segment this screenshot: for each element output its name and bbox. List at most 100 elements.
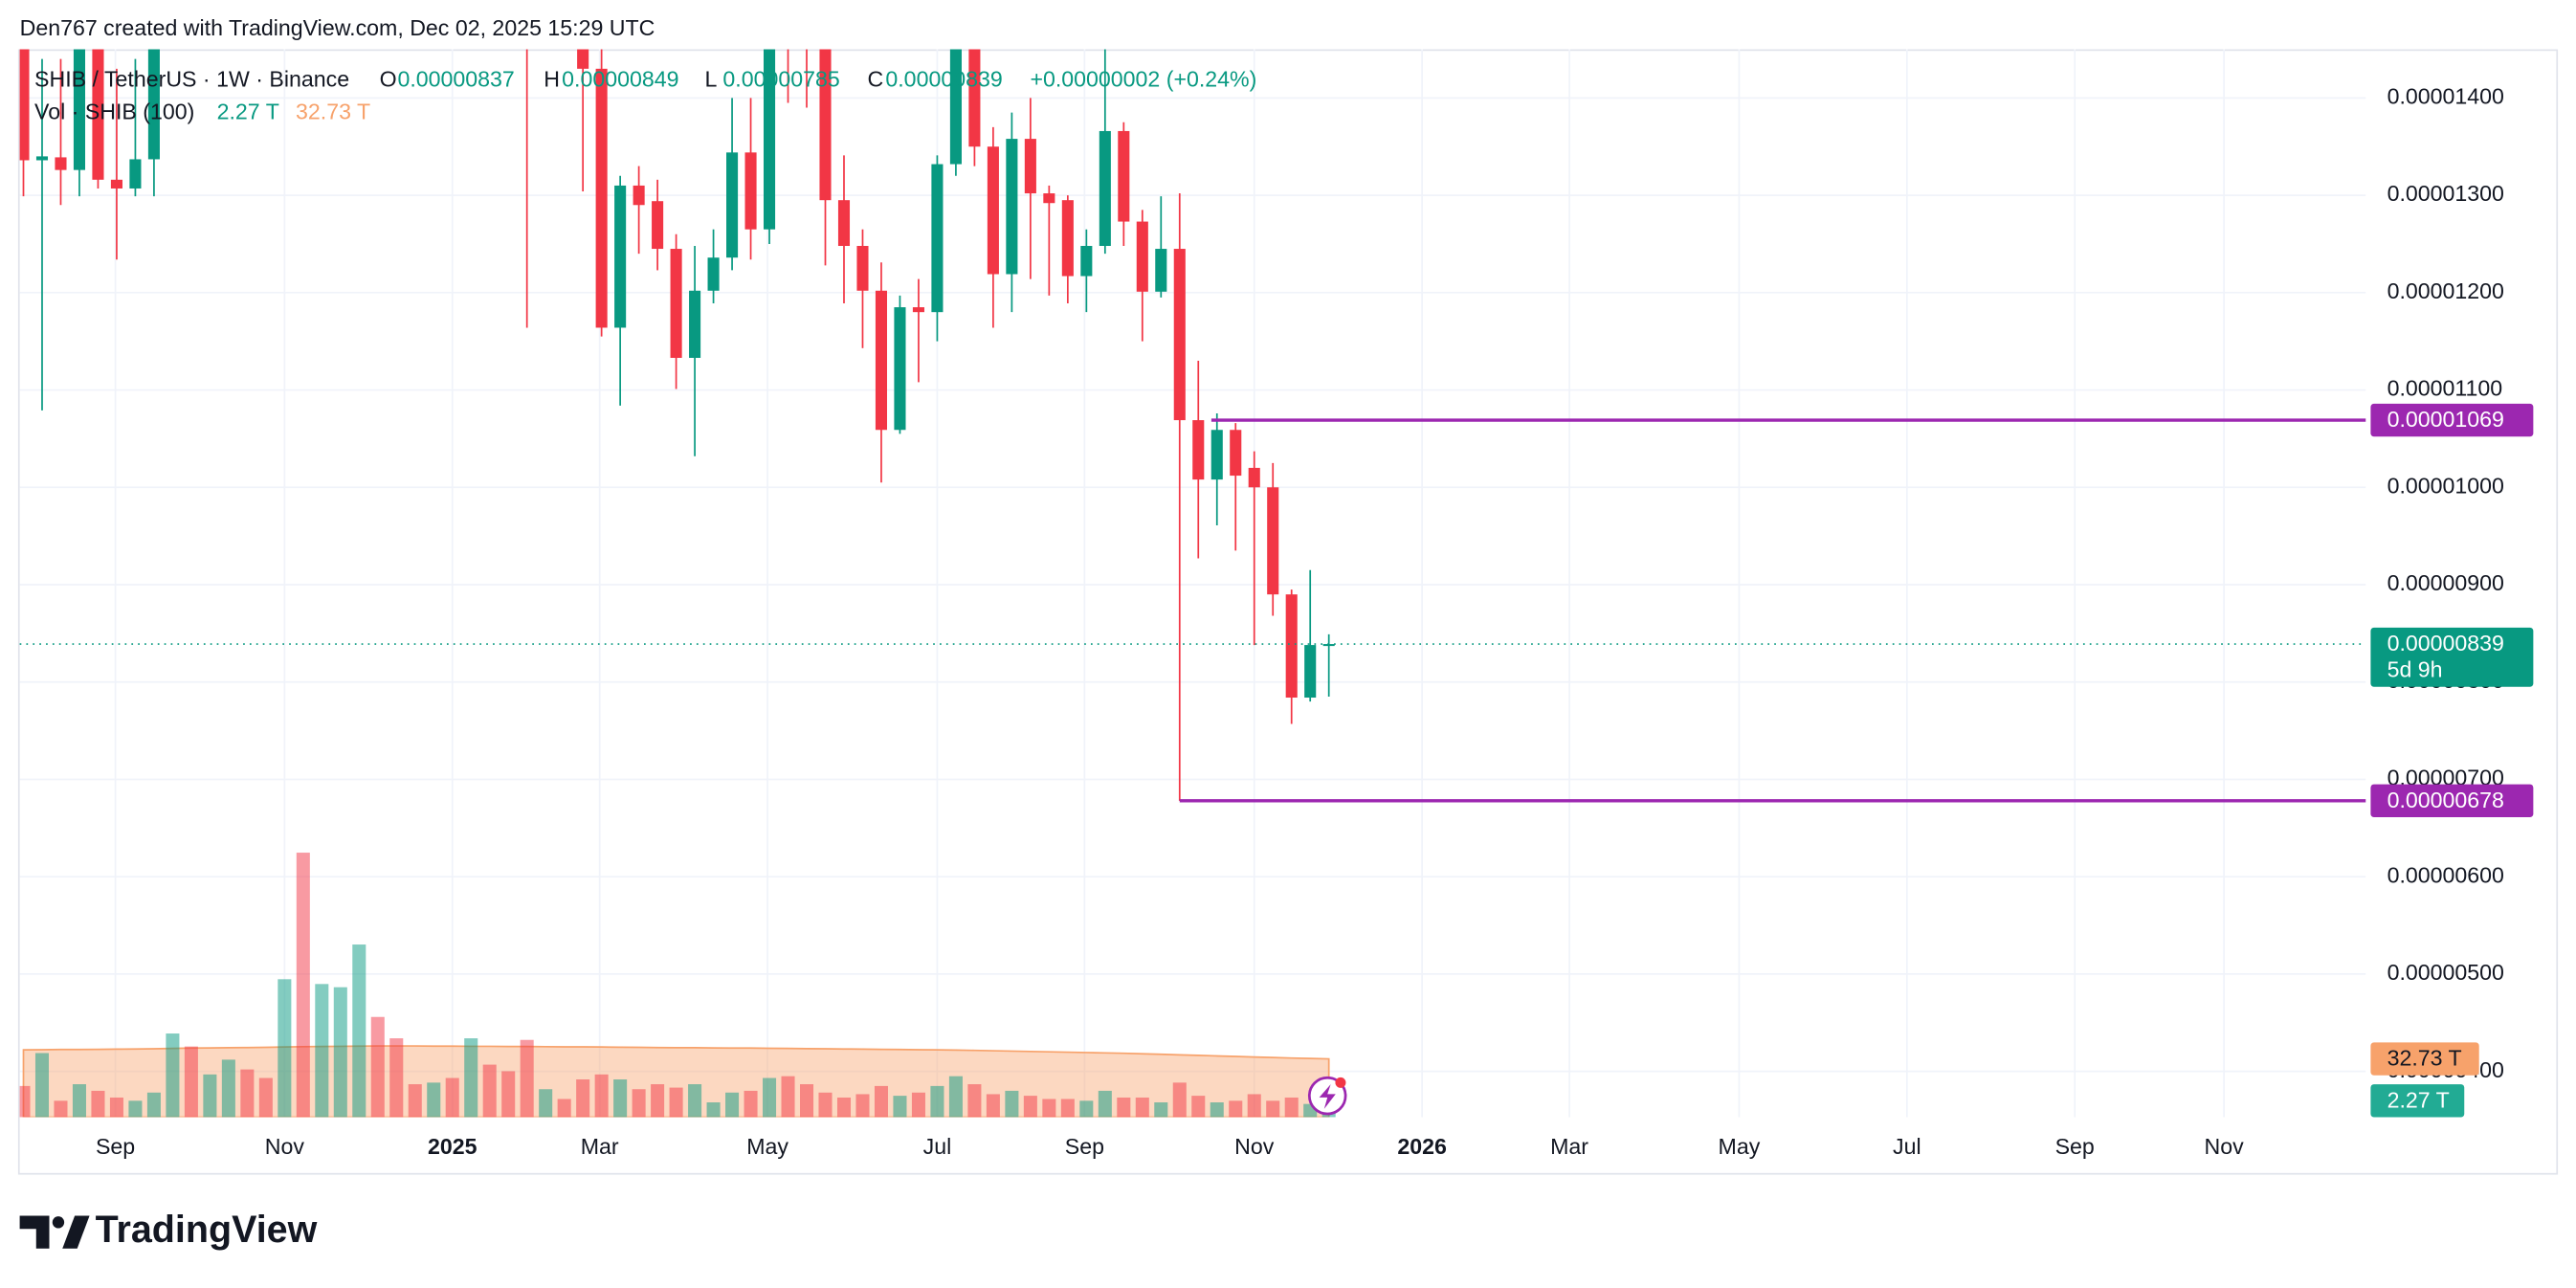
replay-dot bbox=[1335, 1077, 1346, 1088]
candle-body bbox=[707, 257, 720, 291]
candle-body bbox=[856, 245, 869, 291]
volume-bar bbox=[54, 1100, 68, 1118]
volume-ma-area bbox=[22, 1045, 1330, 1118]
volume-bar bbox=[520, 1039, 534, 1118]
candle-body bbox=[968, 49, 981, 147]
y-tick-label: 0.00001000 bbox=[2387, 473, 2504, 498]
volume-bar bbox=[445, 1077, 459, 1118]
volume-bar bbox=[278, 979, 292, 1118]
volume-bar bbox=[1191, 1096, 1206, 1118]
legend-letter: H bbox=[544, 66, 560, 91]
candle-body bbox=[1322, 644, 1335, 647]
candle-body bbox=[875, 290, 888, 431]
candle-body bbox=[595, 68, 608, 328]
volume-bar bbox=[613, 1079, 628, 1118]
x-tick-label: Mar bbox=[1550, 1134, 1588, 1159]
candle-body bbox=[1061, 200, 1074, 277]
volume-tag-label: 2.27 T bbox=[2387, 1087, 2450, 1112]
volume-bar bbox=[482, 1064, 497, 1118]
candle-body bbox=[837, 200, 851, 246]
volume-bar bbox=[688, 1084, 702, 1118]
volume-bar bbox=[315, 984, 329, 1118]
volume-bar bbox=[464, 1038, 478, 1118]
candle-body bbox=[894, 307, 906, 431]
candle-body bbox=[614, 185, 627, 328]
candle-body bbox=[1043, 193, 1055, 204]
candle-body bbox=[1173, 249, 1186, 421]
candle-body bbox=[92, 49, 104, 180]
x-tick-label: Jul bbox=[1893, 1134, 1921, 1159]
candle-body bbox=[726, 152, 739, 258]
candle-body bbox=[670, 249, 682, 358]
candle-body bbox=[1155, 249, 1167, 292]
volume-bar bbox=[855, 1094, 870, 1118]
volume-bar bbox=[557, 1099, 571, 1118]
legend-letter: C bbox=[867, 66, 883, 91]
legend-change: +0.00000002 (+0.24%) bbox=[1030, 66, 1256, 91]
candle-body bbox=[147, 49, 160, 160]
logo-mark bbox=[19, 1215, 50, 1249]
x-tick-label: Mar bbox=[581, 1134, 619, 1159]
volume-bar bbox=[1266, 1100, 1280, 1118]
footer-logo: TradingView bbox=[19, 1209, 318, 1251]
x-tick-label: 2025 bbox=[428, 1134, 477, 1159]
last-price-tag bbox=[2370, 627, 2534, 687]
symbol-title: SHIB / TetherUS · 1W · Binance bbox=[34, 66, 349, 91]
volume-bar bbox=[91, 1090, 105, 1118]
volume-bar bbox=[1042, 1099, 1056, 1118]
x-tick-label: Sep bbox=[96, 1134, 135, 1159]
candle-body bbox=[1024, 139, 1036, 194]
volume-bar bbox=[818, 1092, 833, 1118]
replay-bolt bbox=[1319, 1084, 1336, 1109]
y-tick-label: 0.00000900 bbox=[2387, 570, 2504, 595]
credit: Den767 created with TradingView.com, Dec… bbox=[20, 15, 655, 40]
volume-bar bbox=[203, 1074, 217, 1118]
legend: SHIB / TetherUS · 1W · Binance O 0.00000… bbox=[34, 66, 1256, 124]
candle-body bbox=[931, 164, 944, 313]
volume-bar bbox=[221, 1059, 235, 1118]
price-tag bbox=[2370, 403, 2534, 437]
legend-letter: L bbox=[705, 66, 718, 91]
volume-bar bbox=[669, 1087, 683, 1118]
volume-bar bbox=[632, 1089, 646, 1118]
volume-bar bbox=[389, 1038, 404, 1118]
candle-body bbox=[73, 49, 86, 170]
volume-legend-value: 2.27 T bbox=[217, 100, 279, 124]
volume-bar bbox=[501, 1071, 516, 1118]
candle-body bbox=[1136, 221, 1148, 292]
volume-bar bbox=[930, 1085, 944, 1118]
volume-bar bbox=[967, 1084, 982, 1118]
volume-bar bbox=[1079, 1100, 1094, 1118]
volume-legend-name: Vol · SHIB (100) bbox=[34, 100, 194, 124]
candle-body bbox=[129, 159, 142, 189]
volume-bar bbox=[1098, 1090, 1112, 1118]
x-tick-label: 2026 bbox=[1397, 1134, 1447, 1159]
volume-tag bbox=[2370, 1084, 2465, 1118]
candle-body bbox=[1285, 594, 1298, 699]
candle-body bbox=[763, 49, 776, 230]
candle-body bbox=[1080, 245, 1093, 277]
candle-body bbox=[1006, 139, 1018, 275]
candle-body bbox=[819, 49, 832, 201]
volume-bar bbox=[763, 1077, 777, 1118]
volume-bar bbox=[576, 1079, 590, 1118]
volume-bar bbox=[1117, 1097, 1131, 1118]
x-tick-label: Sep bbox=[2055, 1134, 2095, 1159]
candle-body bbox=[577, 49, 589, 69]
legend-high: 0.00000849 bbox=[562, 66, 678, 91]
replay-icon bbox=[1307, 1076, 1347, 1116]
candle-body bbox=[1304, 645, 1317, 699]
volume-bar bbox=[1023, 1096, 1037, 1118]
volume-bar bbox=[1005, 1090, 1019, 1118]
volume-bar bbox=[352, 944, 366, 1118]
legend-close: 0.00000839 bbox=[885, 66, 1002, 91]
y-tick-label: 0.00001100 bbox=[2387, 376, 2503, 401]
chart-frame bbox=[17, 49, 2559, 1175]
volume-bar bbox=[146, 1092, 161, 1118]
volume-legend-ma: 32.73 T bbox=[296, 100, 370, 124]
candle-body bbox=[744, 152, 757, 230]
last-price-label: 0.00000839 bbox=[2387, 631, 2504, 655]
candle-body bbox=[19, 49, 30, 161]
